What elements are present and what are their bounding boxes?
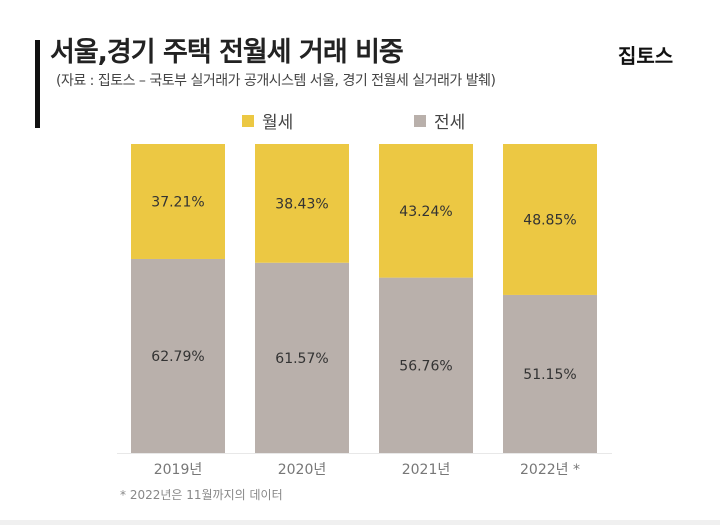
legend-item-jeonse: 전세: [414, 108, 465, 133]
legend-item-monthly: 월세: [242, 108, 293, 133]
data-label: 62.79%: [151, 349, 204, 365]
page-title: 서울,경기 주택 전월세 거래 비중: [50, 37, 404, 68]
bar-jeonse: [379, 277, 473, 453]
x-tick-label: 2020년: [278, 462, 327, 478]
footnote: * 2022년은 11월까지의 데이터: [120, 488, 283, 502]
bottom-border: [0, 520, 720, 525]
bar-monthly: [503, 144, 597, 295]
legend-swatch: [414, 114, 426, 127]
logo: 집토스: [618, 44, 674, 68]
data-label: 51.15%: [523, 367, 576, 383]
x-tick-label: 2022년 *: [520, 462, 580, 478]
bar-monthly: [255, 144, 349, 263]
x-tick-label: 2021년: [402, 462, 451, 478]
bar-monthly: [131, 144, 225, 259]
data-label: 61.57%: [275, 351, 328, 367]
bar-monthly: [379, 144, 473, 278]
legend-label: 전세: [434, 113, 466, 133]
data-label: 56.76%: [399, 358, 452, 374]
data-label: 37.21%: [151, 194, 204, 210]
source-note: (자료 : 집토스 – 국토부 실거래가 공개시스템 서울, 경기 전월세 실거…: [56, 73, 496, 89]
bar-jeonse: [131, 258, 225, 453]
x-tick-label: 2019년: [154, 462, 203, 478]
legend-label: 월세: [262, 113, 294, 133]
data-label: 48.85%: [523, 212, 576, 228]
data-label: 38.43%: [275, 196, 328, 212]
bar-jeonse: [255, 262, 349, 453]
bar-jeonse: [503, 294, 597, 453]
legend-swatch: [242, 114, 254, 127]
data-label: 43.24%: [399, 204, 452, 220]
title-accent-bar: [35, 40, 40, 128]
